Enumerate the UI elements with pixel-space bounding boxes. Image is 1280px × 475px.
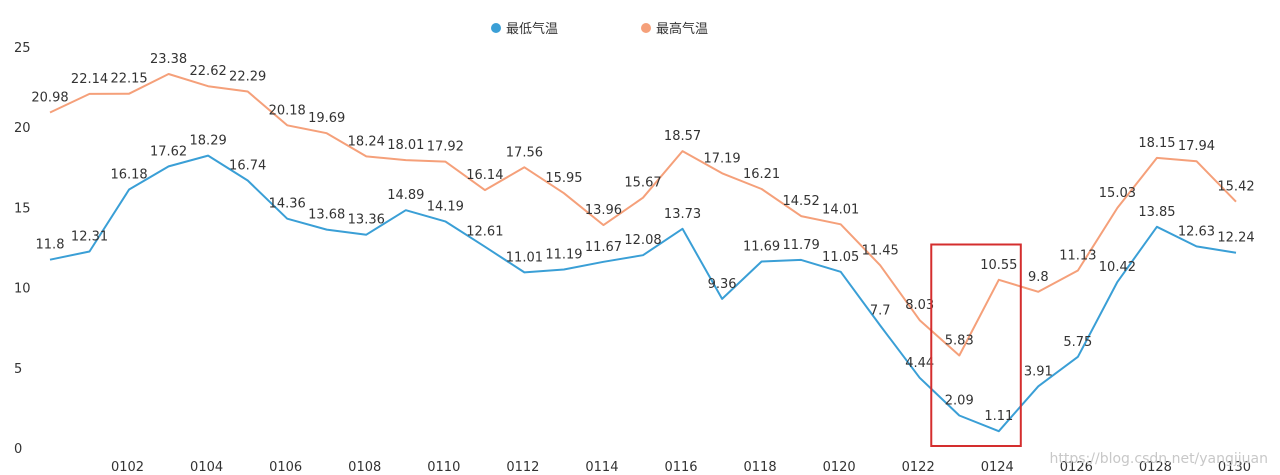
- data-label: 15.67: [624, 176, 661, 191]
- y-tick-label: 0: [14, 442, 22, 457]
- x-tick-label: 0104: [190, 460, 223, 475]
- x-tick-label: 0116: [664, 460, 697, 475]
- data-label: 14.01: [822, 202, 859, 217]
- x-tick-label: 0120: [823, 460, 856, 475]
- data-label: 16.21: [743, 167, 780, 182]
- data-label: 9.36: [708, 277, 737, 292]
- legend-label: 最低气温: [506, 21, 558, 37]
- data-label: 12.24: [1217, 231, 1254, 246]
- data-label: 5.83: [945, 333, 974, 348]
- data-label: 14.89: [387, 188, 424, 203]
- data-label: 11.01: [506, 250, 543, 265]
- data-label: 19.69: [308, 111, 345, 126]
- x-tick-label: 0130: [1218, 460, 1251, 475]
- data-label: 18.01: [387, 138, 424, 153]
- data-label: 22.15: [110, 72, 147, 87]
- data-label: 17.94: [1178, 139, 1215, 154]
- x-tick-label: 0106: [269, 460, 302, 475]
- data-label: 11.69: [743, 239, 780, 254]
- data-label: 20.98: [31, 90, 68, 105]
- x-tick-label: 0114: [585, 460, 618, 475]
- data-label: 12.08: [624, 233, 661, 248]
- data-label: 13.96: [585, 203, 622, 218]
- data-label: 13.85: [1138, 205, 1175, 220]
- data-label: 13.36: [348, 213, 385, 228]
- x-tick-label: 0128: [1139, 460, 1172, 475]
- y-tick-label: 20: [14, 121, 31, 136]
- series-lines: [49, 73, 1237, 433]
- x-axis: 0102 0104 0106 0108 0110 0112 0114 0116 0118 0120…: [111, 460, 1251, 475]
- data-label: 16.18: [110, 167, 147, 182]
- data-label: 12.31: [71, 230, 108, 245]
- data-label: 22.29: [229, 69, 266, 84]
- data-label: 8.03: [905, 298, 934, 313]
- legend-label: 最高气温: [656, 21, 708, 37]
- data-label: 17.19: [703, 151, 740, 166]
- data-label: 18.57: [664, 129, 701, 144]
- x-tick-label: 0126: [1060, 460, 1093, 475]
- x-tick-label: 0108: [348, 460, 381, 475]
- legend-marker: [641, 23, 651, 33]
- watermark-text: https://blog.csdn.net/yangjjuan: [1050, 451, 1268, 467]
- y-axis: 0 5 10 15 20 25: [14, 41, 31, 457]
- data-label: 9.8: [1028, 270, 1049, 285]
- x-tick-label: 0102: [111, 460, 144, 475]
- data-label: 11.19: [545, 248, 582, 263]
- x-tick-label: 0110: [427, 460, 460, 475]
- data-label: 16.74: [229, 158, 266, 173]
- data-label: 13.68: [308, 208, 345, 223]
- data-label: 22.62: [190, 64, 227, 79]
- data-label: 22.14: [71, 72, 108, 87]
- data-label: 11.79: [783, 238, 820, 253]
- data-label: 17.56: [506, 145, 543, 160]
- x-tick-label: 0112: [506, 460, 539, 475]
- legend: 最低气温 最高气温: [491, 21, 708, 37]
- data-label: 11.45: [862, 243, 899, 258]
- data-label: 14.36: [269, 197, 306, 212]
- data-label: 18.29: [190, 134, 227, 149]
- data-label: 1.11: [984, 409, 1013, 424]
- data-label: 18.15: [1138, 136, 1175, 151]
- data-label: 12.63: [1178, 224, 1215, 239]
- data-label: 5.75: [1063, 335, 1092, 350]
- data-label: 15.03: [1099, 186, 1136, 201]
- highlight-rectangle: [930, 243, 1022, 447]
- data-label: 11.67: [585, 240, 622, 255]
- data-label: 11.05: [822, 250, 859, 265]
- annotations: [930, 243, 1022, 447]
- series-line-max-temp: [49, 73, 1237, 357]
- data-label: 12.61: [466, 225, 503, 240]
- data-label: 13.73: [664, 207, 701, 222]
- y-tick-label: 15: [14, 201, 31, 216]
- data-label: 7.7: [870, 303, 891, 318]
- y-tick-label: 10: [14, 282, 31, 297]
- data-label: 10.42: [1099, 260, 1136, 275]
- data-label: 15.95: [545, 171, 582, 186]
- legend-marker: [491, 23, 501, 33]
- data-label: 16.14: [466, 168, 503, 183]
- data-label: 17.92: [427, 140, 464, 155]
- data-label: 4.44: [905, 356, 934, 371]
- x-tick-label: 0122: [902, 460, 935, 475]
- data-label: 23.38: [150, 52, 187, 67]
- data-label: 14.19: [427, 199, 464, 214]
- data-label: 10.55: [980, 258, 1017, 273]
- data-label: 11.8: [36, 238, 65, 253]
- y-tick-label: 5: [14, 362, 22, 377]
- data-label: 3.91: [1024, 364, 1053, 379]
- data-label: 14.52: [783, 194, 820, 209]
- data-label: 11.13: [1059, 248, 1096, 263]
- data-label: 15.42: [1217, 180, 1254, 195]
- series-line-min-temp: [49, 154, 1237, 433]
- x-tick-label: 0118: [744, 460, 777, 475]
- data-label: 2.09: [945, 393, 974, 408]
- data-label: 20.18: [269, 103, 306, 118]
- data-label: 18.24: [348, 134, 385, 149]
- x-tick-label: 0124: [981, 460, 1014, 475]
- data-label: 17.62: [150, 144, 187, 159]
- y-tick-label: 25: [14, 41, 31, 56]
